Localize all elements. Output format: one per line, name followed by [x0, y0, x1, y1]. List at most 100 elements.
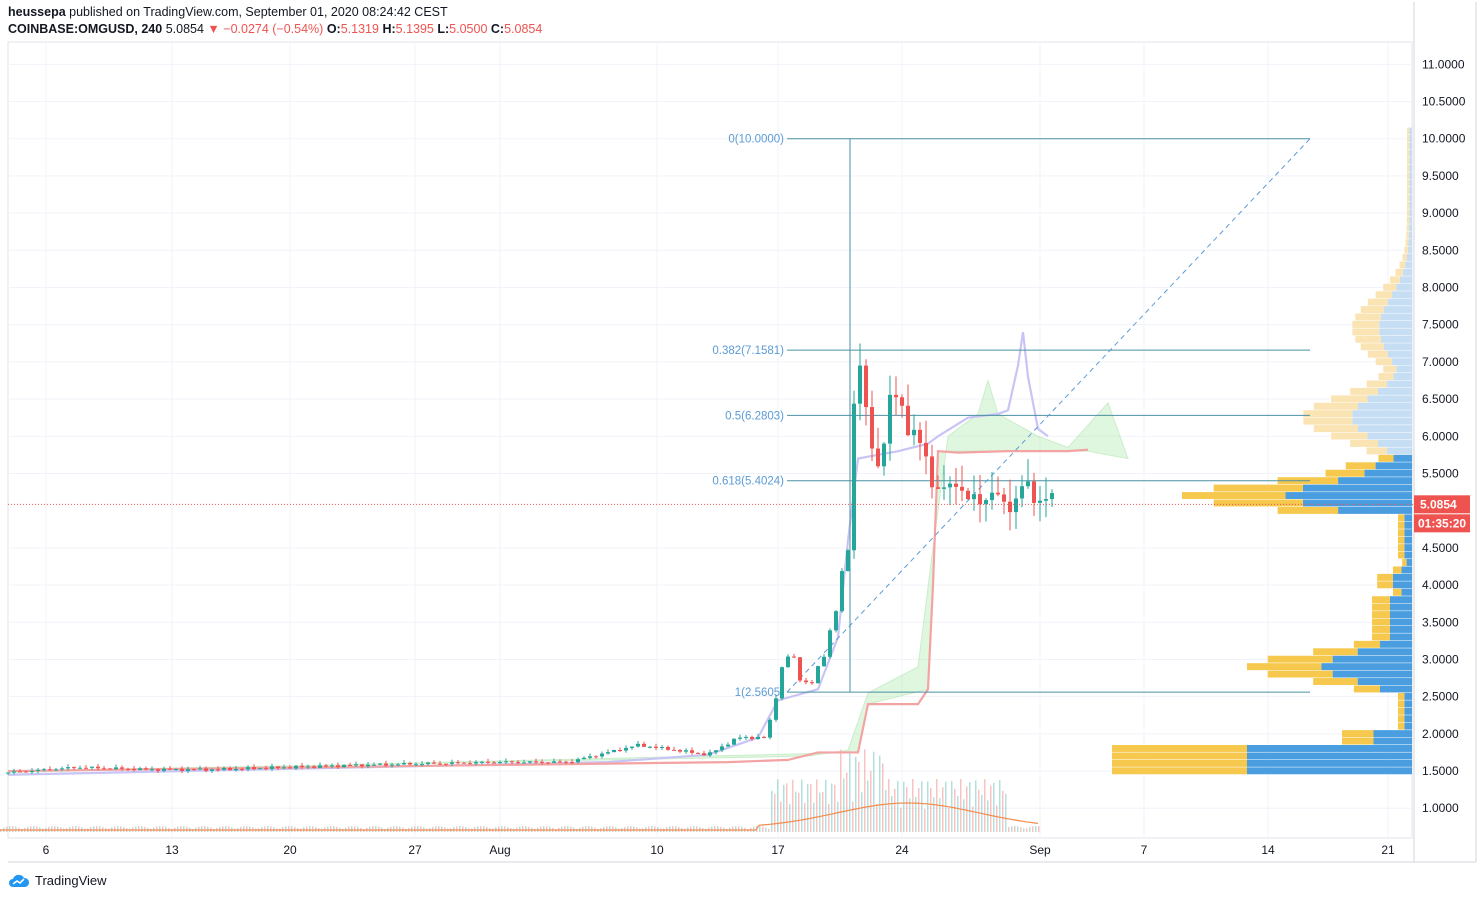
volume-bar	[519, 826, 521, 832]
volume-bar	[1029, 827, 1031, 832]
volume-profile-down-bar	[1406, 201, 1410, 209]
candle-body	[102, 768, 106, 770]
volume-bar	[438, 826, 440, 832]
volume-bar	[546, 826, 548, 832]
volume-profile-up-bar	[1380, 313, 1412, 321]
volume-profile-down-bar	[1392, 566, 1402, 574]
candle-body	[222, 768, 226, 770]
volume-profile-down-bar	[1407, 134, 1410, 142]
volume-bar	[879, 755, 881, 832]
volume-bar	[1008, 827, 1010, 832]
candle-body	[924, 442, 928, 457]
volume-profile-down-bar	[1303, 410, 1353, 418]
volume-profile-up-bar	[1379, 320, 1412, 328]
candle-body	[762, 736, 766, 738]
candle-body	[534, 761, 538, 763]
volume-bar	[1026, 828, 1028, 832]
candle-body	[630, 746, 634, 748]
volume-profile-down-bar	[1375, 291, 1393, 299]
volume-bar	[186, 826, 188, 832]
volume-profile-up-bar	[1247, 745, 1412, 752]
x-tick-label: 20	[283, 843, 297, 857]
volume-profile-down-bar	[1366, 380, 1388, 388]
volume-bar	[285, 826, 287, 832]
open-label: O:	[326, 22, 341, 36]
volume-profile-down-bar	[1112, 745, 1247, 752]
candle-body	[792, 656, 796, 658]
volume-profile-down-bar	[1398, 514, 1405, 522]
volume-bar	[873, 751, 875, 832]
volume-bar	[1002, 790, 1004, 832]
candle-body	[468, 763, 472, 765]
volume-profile-down-bar	[1404, 246, 1408, 254]
candle-body	[426, 762, 430, 765]
volume-profile-up-bar	[1387, 350, 1412, 358]
volume-profile-up-bar	[1408, 239, 1412, 247]
volume-bar	[1020, 827, 1022, 832]
candle-body	[444, 763, 448, 765]
fibonacci-retracement[interactable]: 0(10.0000) 0.382(7.1581) 0.5(6.2803) 0.618(…	[712, 134, 1311, 699]
volume-profile-up-bar	[1367, 432, 1412, 440]
price-change: −0.0274 (−0.54%)	[223, 22, 324, 36]
candle-body	[420, 764, 424, 766]
volume-profile-up-bar	[1404, 551, 1412, 559]
symbol-legend: COINBASE:OMGUSD, 240 5.0854 ▼ −0.0274 (−…	[8, 22, 542, 36]
volume-bar	[672, 826, 674, 832]
y-tick-label: 8.5000	[1422, 243, 1459, 257]
candle-body	[162, 768, 166, 771]
candle-body	[972, 494, 976, 500]
volume-profile-up-bar	[1377, 440, 1412, 447]
tradingview-brand[interactable]: TradingView	[8, 873, 107, 888]
candle-body	[330, 765, 334, 767]
volume-profile-down-bar	[1407, 157, 1410, 165]
candle-body	[666, 746, 670, 750]
candle-body	[816, 666, 820, 684]
volume-profile-down-bar	[1112, 759, 1247, 767]
volume-bar	[27, 826, 29, 832]
volume-profile-down-bar	[1406, 179, 1410, 187]
candle-body	[510, 761, 514, 763]
volume-profile-down-bar	[1402, 254, 1407, 261]
volume-bar	[159, 826, 161, 832]
volume-bar	[843, 778, 845, 832]
candle-body	[978, 494, 982, 505]
volume-bar	[612, 826, 614, 832]
volume-profile-up-bar	[1393, 454, 1412, 462]
volume-bar	[735, 826, 737, 832]
volume-profile-down-bar	[1398, 536, 1405, 544]
volume-bar	[864, 749, 866, 832]
volume-profile-up-bar	[1409, 142, 1412, 150]
y-tick-label: 3.0000	[1422, 652, 1459, 666]
volume-bar	[810, 784, 812, 832]
candle-body	[570, 762, 574, 764]
volume-bar	[180, 826, 182, 832]
volume-profile-up-bar	[1367, 395, 1412, 403]
volume-profile-up-bar	[1392, 573, 1412, 581]
candle-body	[600, 753, 604, 757]
volume-bar	[900, 807, 902, 832]
y-tick-label: 10.0000	[1422, 132, 1466, 146]
volume-bar	[804, 802, 806, 832]
candle-body	[336, 765, 340, 768]
candle-body	[12, 771, 16, 773]
symbol-label[interactable]: COINBASE:OMGUSD, 240	[8, 22, 163, 36]
volume-bar	[6, 826, 8, 832]
volume-profile-up-bar	[1406, 254, 1412, 261]
candle-body	[480, 761, 484, 763]
volume-bar	[75, 826, 77, 832]
candle-body	[108, 768, 112, 770]
volume-bar	[459, 826, 461, 832]
volume-bar	[357, 826, 359, 832]
volume-profile-down-bar	[1406, 209, 1410, 217]
volume-bar	[417, 826, 419, 832]
candle-body	[588, 756, 592, 758]
candle-body	[504, 761, 508, 763]
volume-bars	[0, 749, 1040, 832]
candle-body	[84, 767, 88, 769]
volume-profile-down-bar	[1372, 625, 1390, 633]
volume-bar	[591, 826, 593, 832]
candle-body	[954, 483, 958, 487]
publisher-name[interactable]: heussepa	[8, 5, 66, 19]
candle-body	[198, 768, 202, 770]
